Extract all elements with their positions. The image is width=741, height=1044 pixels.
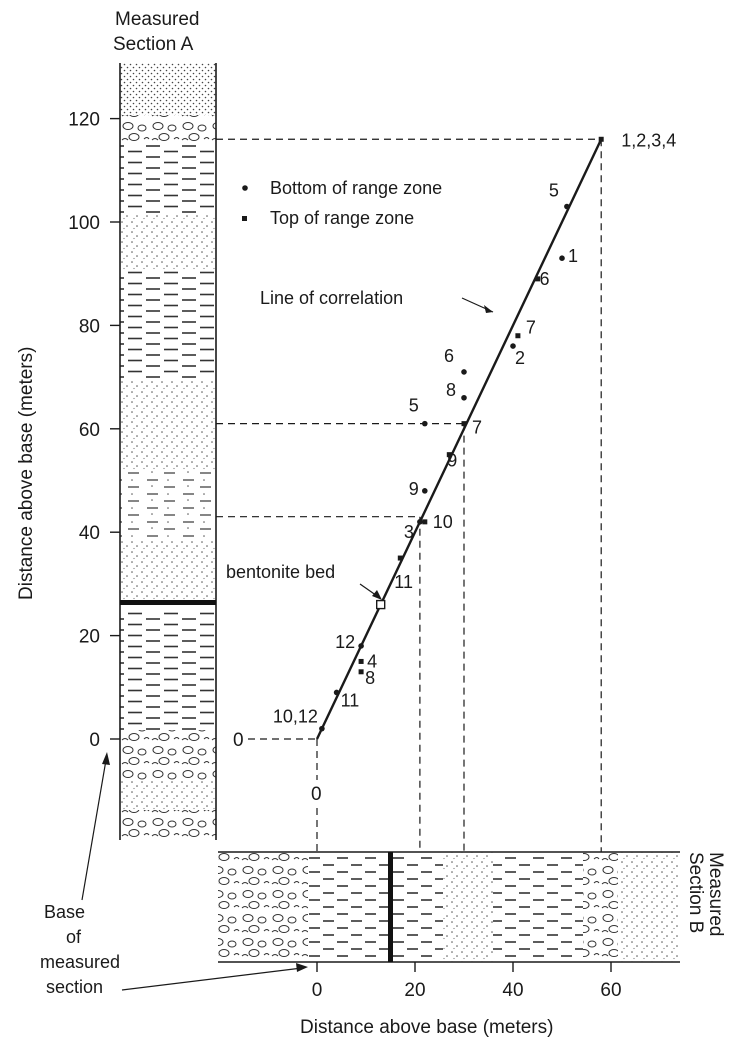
line-of-correlation	[315, 138, 603, 740]
range-zone-top-point	[358, 669, 364, 675]
section-b-title-line1: Measured	[705, 852, 726, 937]
range-zone-bottom-point	[422, 420, 428, 427]
legend-bottom-marker	[242, 185, 248, 191]
range-zone-bottom-point	[417, 519, 423, 525]
range-zone-top-point	[598, 136, 604, 142]
legend-top-label: Top of range zone	[270, 208, 414, 228]
y-tick-label: 80	[79, 316, 100, 337]
point-label: 11	[341, 690, 360, 710]
base-label-line4: section	[46, 977, 103, 997]
section-a-title-line1: Measured	[115, 9, 200, 30]
x-tick-label: 60	[600, 980, 621, 1001]
point-label: 1	[568, 246, 578, 266]
origin-left-label: 0	[233, 730, 244, 751]
y-tick-label: 100	[68, 213, 100, 234]
point-label: 8	[365, 668, 375, 688]
section-a-title-line2: Section A	[113, 34, 194, 55]
point-label: 7	[526, 318, 536, 338]
y-tick-label: 20	[79, 627, 100, 648]
base-label-line3: measured	[40, 952, 120, 972]
range-zone-bottom-point	[333, 689, 340, 696]
point-label: 5	[549, 180, 559, 200]
y-tick-label: 40	[79, 523, 100, 544]
section-b-title-line2: Section B	[685, 852, 706, 933]
base-label-line2: of	[66, 927, 82, 947]
x-tick-label: 40	[502, 980, 523, 1001]
y-axis: 0 20 40 60 80 100 120	[68, 110, 120, 751]
legend-top-marker	[242, 216, 247, 221]
range-zone-top-point	[535, 276, 540, 282]
point-label: 1,2,3,4	[621, 130, 676, 150]
range-zone-top-point	[358, 658, 364, 664]
bentonite-bed-label: bentonite bed	[226, 562, 335, 582]
point-label: 12	[335, 632, 355, 652]
point-label: 6	[444, 346, 454, 366]
point-label: 5	[409, 396, 419, 416]
range-zone-bottom-point	[461, 394, 467, 401]
point-label: 9	[409, 479, 419, 499]
range-zone-top-point	[397, 555, 403, 561]
range-zone-bottom-point	[422, 488, 428, 494]
legend: Bottom of range zone Top of range zone	[242, 178, 442, 228]
x-tick-label: 0	[312, 980, 323, 1001]
x-axis: 0 20 40 60	[312, 962, 622, 1001]
point-label: 2	[515, 348, 525, 368]
y-tick-label: 60	[79, 420, 100, 441]
y-tick-label: 0	[89, 730, 100, 751]
base-of-measured-section-note: Base of measured section	[40, 752, 308, 997]
origin-bottom-label: 0	[311, 784, 322, 805]
point-label: 10,12	[273, 707, 318, 727]
legend-bottom-label: Bottom of range zone	[270, 178, 442, 198]
section-a-bentonite-bed	[120, 600, 216, 605]
section-a-column	[119, 63, 217, 840]
range-zone-top-point	[515, 333, 521, 339]
x-tick-label: 20	[404, 980, 425, 1001]
y-axis-title: Distance above base (meters)	[16, 347, 37, 600]
point-label: 9	[447, 451, 457, 471]
range-zone-bottom-point	[510, 343, 516, 349]
point-label: 7	[472, 418, 482, 438]
range-zone-bottom-point	[319, 725, 325, 732]
range-zone-top-point	[422, 519, 428, 525]
bentonite-bed-marker	[376, 599, 386, 610]
x-axis-title: Distance above base (meters)	[300, 1017, 553, 1038]
y-tick-label: 120	[68, 110, 100, 131]
range-zone-bottom-point	[559, 255, 565, 261]
section-b-column	[218, 851, 680, 963]
range-zone-bottom-point	[564, 203, 570, 210]
base-label-line1: Base	[44, 902, 85, 922]
point-label: 8	[446, 380, 456, 400]
point-label: 4	[367, 651, 377, 671]
range-zone-bottom-point	[461, 369, 467, 375]
section-b-bentonite-bed	[388, 852, 393, 962]
range-zone-bottom-point	[358, 643, 364, 649]
point-label: 11	[394, 572, 413, 592]
range-zone-top-point	[461, 421, 467, 427]
line-of-correlation-label: Line of correlation	[260, 288, 403, 308]
range-zone-top-point	[446, 452, 452, 458]
point-label: 6	[540, 269, 550, 289]
point-label: 3	[404, 522, 414, 542]
point-label: 10	[433, 512, 453, 532]
